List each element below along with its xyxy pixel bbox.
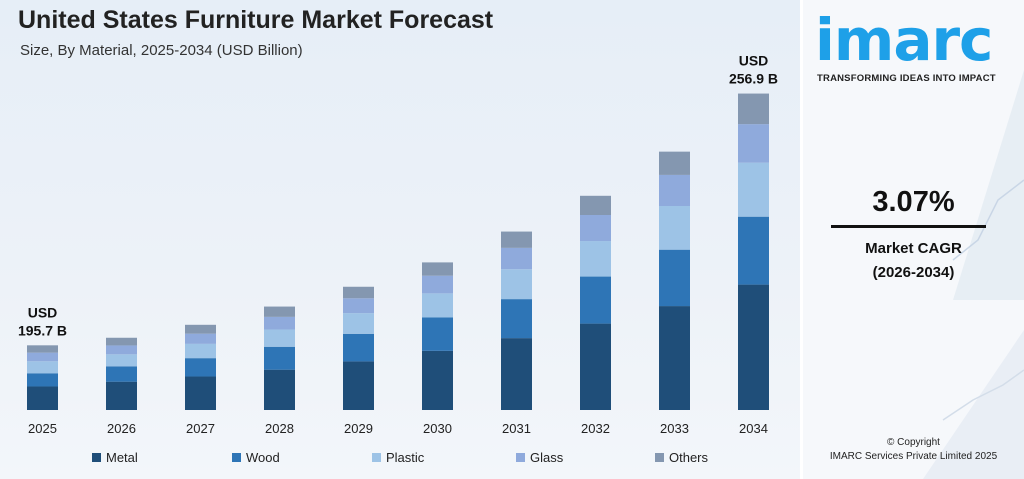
- bar-segment-others-2025: [27, 345, 58, 353]
- x-tick-label-2025: 2025: [28, 421, 57, 436]
- bar-segment-wood-2027: [185, 358, 216, 377]
- legend-label-glass: Glass: [530, 450, 564, 465]
- bar-segment-glass-2026: [106, 345, 137, 355]
- bar-segment-metal-2029: [343, 361, 374, 410]
- bar-segment-glass-2030: [422, 275, 453, 294]
- x-tick-label-2031: 2031: [502, 421, 531, 436]
- legend-label-metal: Metal: [106, 450, 138, 465]
- annotation-value-2034: 256.9 B: [729, 71, 778, 87]
- legend-swatch-glass: [516, 453, 525, 462]
- x-tick-label-2026: 2026: [107, 421, 136, 436]
- annotation-usd-2034: USD: [739, 53, 769, 69]
- bar-segment-glass-2025: [27, 352, 58, 362]
- annotation-usd-2025: USD: [28, 304, 58, 320]
- bar-segment-wood-2032: [580, 276, 611, 324]
- bar-segment-metal-2033: [659, 306, 690, 410]
- legend-swatch-metal: [92, 453, 101, 462]
- bar-segment-plastic-2027: [185, 343, 216, 359]
- bar-segment-plastic-2030: [422, 293, 453, 318]
- bar-segment-metal-2027: [185, 376, 216, 410]
- bar-segment-others-2034: [738, 93, 769, 125]
- bar-segment-others-2033: [659, 151, 690, 175]
- bar-segment-others-2027: [185, 324, 216, 334]
- bar-segment-glass-2031: [501, 247, 532, 270]
- copyright-line-2: IMARC Services Private Limited 2025: [829, 451, 998, 462]
- bar-segment-others-2026: [106, 337, 137, 346]
- copyright-line-1: © Copyright: [887, 437, 940, 448]
- bar-segment-glass-2028: [264, 316, 295, 330]
- legend-swatch-wood: [232, 453, 241, 462]
- cagr-divider: [831, 225, 986, 228]
- decorative-background: [923, 70, 1024, 479]
- bar-segment-wood-2029: [343, 333, 374, 362]
- x-tick-label-2033: 2033: [660, 421, 689, 436]
- bar-segment-wood-2025: [27, 373, 58, 387]
- bar-segment-glass-2029: [343, 298, 374, 314]
- logo-tagline: TRANSFORMING IDEAS INTO IMPACT: [817, 73, 996, 84]
- bar-segment-wood-2026: [106, 366, 137, 382]
- bar-segment-glass-2027: [185, 333, 216, 344]
- legend-label-plastic: Plastic: [386, 450, 425, 465]
- chart-subtitle: Size, By Material, 2025-2034 (USD Billio…: [20, 42, 303, 59]
- cagr-value: 3.07%: [872, 186, 955, 218]
- bar-segment-plastic-2029: [343, 313, 374, 334]
- x-tick-label-2028: 2028: [265, 421, 294, 436]
- bar-segment-plastic-2026: [106, 354, 137, 367]
- bar-segment-plastic-2028: [264, 329, 295, 347]
- chart-panel: United States Furniture Market Forecast …: [0, 0, 800, 479]
- sidebar: imarc TRANSFORMING IDEAS INTO IMPACT 3.0…: [803, 0, 1024, 479]
- imarc-logo: imarc: [815, 6, 993, 74]
- legend-label-others: Others: [669, 450, 709, 465]
- x-tick-label-2027: 2027: [186, 421, 215, 436]
- bar-segment-plastic-2031: [501, 269, 532, 300]
- legend-swatch-plastic: [372, 453, 381, 462]
- bar-segment-glass-2033: [659, 174, 690, 206]
- bar-segment-wood-2031: [501, 299, 532, 339]
- bar-segment-plastic-2033: [659, 206, 690, 250]
- bar-segment-glass-2034: [738, 124, 769, 163]
- bar-segment-wood-2030: [422, 317, 453, 351]
- cagr-period: (2026-2034): [872, 264, 955, 281]
- x-tick-label-2034: 2034: [739, 421, 768, 436]
- bar-segment-glass-2032: [580, 215, 611, 242]
- bar-segment-plastic-2032: [580, 241, 611, 277]
- bar-segment-others-2028: [264, 306, 295, 317]
- bar-segment-others-2031: [501, 231, 532, 248]
- legend-label-wood: Wood: [246, 450, 280, 465]
- bar-segment-plastic-2034: [738, 162, 769, 217]
- bar-segment-metal-2031: [501, 338, 532, 410]
- copyright-block: © Copyright IMARC Services Private Limit…: [803, 436, 1024, 464]
- bar-segment-others-2030: [422, 262, 453, 276]
- bar-segment-plastic-2025: [27, 361, 58, 374]
- bar-segment-metal-2030: [422, 350, 453, 410]
- bar-segment-metal-2034: [738, 284, 769, 410]
- chart-title: United States Furniture Market Forecast: [18, 6, 494, 34]
- x-tick-label-2030: 2030: [423, 421, 452, 436]
- legend-swatch-others: [655, 453, 664, 462]
- bar-segment-metal-2028: [264, 369, 295, 410]
- bar-segment-wood-2033: [659, 249, 690, 307]
- bar-segment-wood-2028: [264, 346, 295, 370]
- stacked-bar-chart: 2025 2026 2027 2028 2029 2030 2031 2032 2033 2034…: [18, 53, 778, 465]
- bar-segment-metal-2032: [580, 323, 611, 410]
- cagr-label: Market CAGR: [865, 240, 962, 257]
- x-tick-label-2029: 2029: [344, 421, 373, 436]
- bar-segment-wood-2034: [738, 216, 769, 285]
- bar-segment-metal-2025: [27, 386, 58, 410]
- x-tick-label-2032: 2032: [581, 421, 610, 436]
- bar-segment-others-2032: [580, 195, 611, 215]
- bar-segment-others-2029: [343, 286, 374, 299]
- annotation-value-2025: 195.7 B: [18, 322, 67, 338]
- cagr-label-block: Market CAGR (2026-2034): [803, 237, 1024, 285]
- bar-segment-metal-2026: [106, 381, 137, 410]
